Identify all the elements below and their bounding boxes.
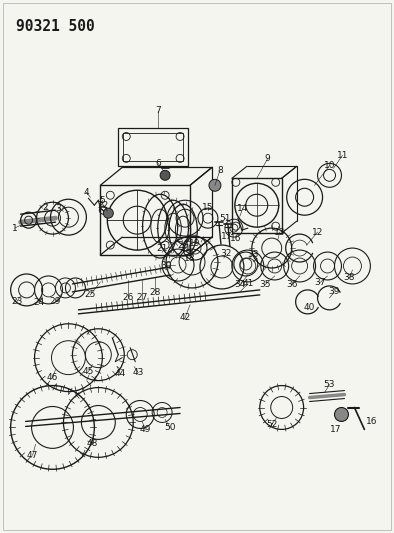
Text: 33: 33	[247, 249, 258, 259]
Text: 16: 16	[230, 233, 242, 243]
Text: 28: 28	[149, 288, 161, 297]
Text: 23: 23	[11, 297, 22, 306]
Text: 17: 17	[330, 425, 341, 434]
Text: 2: 2	[43, 203, 48, 212]
Text: 37: 37	[314, 278, 325, 287]
Text: 18: 18	[184, 254, 196, 263]
Text: 30: 30	[160, 261, 172, 270]
Text: 45: 45	[83, 367, 94, 376]
Text: 53: 53	[324, 380, 335, 389]
Text: 90321 500: 90321 500	[16, 19, 95, 34]
Text: 11: 11	[337, 151, 348, 160]
Text: 39: 39	[329, 287, 340, 296]
Text: 29: 29	[50, 297, 61, 306]
Text: 47: 47	[27, 451, 38, 460]
Text: 8: 8	[217, 166, 223, 175]
Text: 4: 4	[84, 188, 89, 197]
Text: 15: 15	[202, 203, 214, 212]
Text: 40: 40	[304, 303, 315, 312]
Circle shape	[103, 208, 113, 218]
Text: 17: 17	[221, 232, 232, 240]
Bar	[232, 179, 282, 233]
Circle shape	[335, 408, 348, 422]
Text: 3: 3	[56, 204, 61, 213]
Text: 22: 22	[98, 201, 109, 209]
Text: 48: 48	[87, 439, 98, 448]
Text: 36: 36	[286, 280, 297, 289]
Text: 20: 20	[177, 240, 189, 249]
Text: 12: 12	[312, 228, 323, 237]
Text: 50: 50	[164, 423, 176, 432]
Text: 6: 6	[155, 159, 161, 168]
Text: 26: 26	[123, 293, 134, 302]
Text: 16: 16	[366, 417, 377, 426]
Text: 21: 21	[156, 244, 168, 253]
Text: 44: 44	[115, 369, 126, 378]
Text: 1: 1	[12, 224, 17, 232]
Text: 38: 38	[344, 273, 355, 282]
Circle shape	[160, 171, 170, 180]
Bar	[123, 133, 183, 161]
Text: 34: 34	[234, 280, 245, 289]
Text: 9: 9	[265, 154, 271, 163]
Text: 35: 35	[259, 280, 271, 289]
Circle shape	[209, 179, 221, 191]
Bar	[100, 185, 190, 255]
Text: 24: 24	[33, 298, 44, 308]
Text: 41: 41	[242, 279, 253, 288]
Text: 31: 31	[179, 244, 191, 253]
Text: 14: 14	[237, 204, 249, 213]
Text: 32: 32	[220, 248, 232, 257]
Text: 10: 10	[324, 161, 335, 170]
Text: 19: 19	[189, 239, 201, 248]
Text: 42: 42	[179, 313, 191, 322]
Text: 49: 49	[139, 425, 151, 434]
Text: 5: 5	[99, 196, 105, 205]
Text: 43: 43	[132, 368, 144, 377]
Text: 7: 7	[155, 106, 161, 115]
Text: 13: 13	[274, 228, 286, 237]
Text: 51: 51	[219, 214, 230, 223]
Text: 27: 27	[136, 293, 148, 302]
Bar	[118, 128, 188, 166]
Text: 46: 46	[47, 373, 58, 382]
Text: 25: 25	[85, 290, 96, 300]
Text: 52: 52	[266, 420, 277, 429]
